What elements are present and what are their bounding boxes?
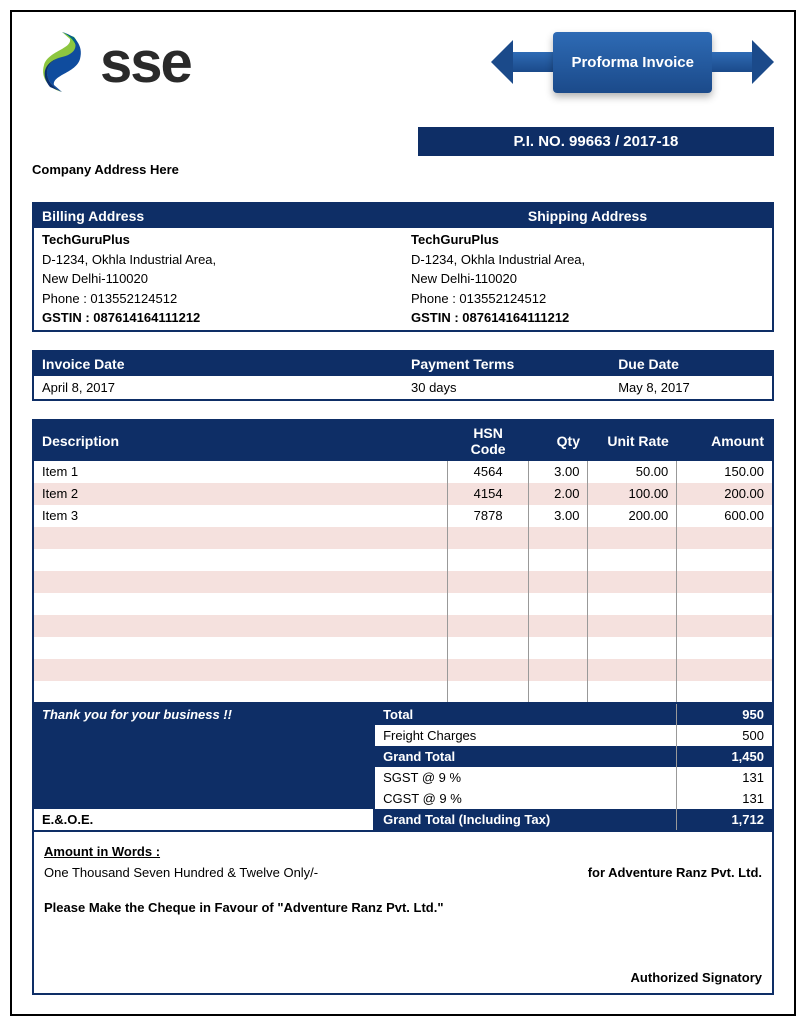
logo-swoosh-icon: [32, 27, 92, 97]
table-row-blank: [33, 637, 773, 659]
table-row-blank: [33, 549, 773, 571]
banner-title: Proforma Invoice: [553, 32, 712, 93]
freight-label: Freight Charges: [374, 725, 677, 746]
item-description: Item 3: [33, 505, 447, 527]
freight-value: 500: [677, 725, 773, 746]
banner-arrow-left-icon: [491, 40, 513, 84]
shipping-line1: D-1234, Okhla Industrial Area,: [411, 250, 764, 270]
amount-in-words-label: Amount in Words :: [44, 844, 762, 859]
table-row-blank: [33, 571, 773, 593]
eoe: E.&.O.E.: [33, 809, 374, 831]
grand-value: 1,450: [677, 746, 773, 767]
table-row-blank: [33, 615, 773, 637]
table-row: Item 378783.00200.00600.00: [33, 505, 773, 527]
table-row-blank: [33, 527, 773, 549]
item-hsn: 4564: [447, 461, 528, 483]
banner: Proforma Invoice: [491, 32, 774, 93]
amount-in-words: One Thousand Seven Hundred & Twelve Only…: [44, 865, 318, 880]
shipping-line2: New Delhi-110020: [411, 269, 764, 289]
table-row-blank: [33, 593, 773, 615]
item-amount: 600.00: [677, 505, 773, 527]
table-row-blank: [33, 681, 773, 703]
billing-name: TechGuruPlus: [42, 230, 395, 250]
item-qty: 3.00: [529, 461, 588, 483]
table-row: Item 241542.00100.00200.00: [33, 483, 773, 505]
banner-bar-right: [712, 52, 752, 72]
logo: sse: [32, 27, 191, 97]
header: sse Proforma Invoice: [32, 27, 774, 97]
total-label: Total: [374, 704, 677, 725]
item-description: Item 2: [33, 483, 447, 505]
col-qty: Qty: [529, 420, 588, 461]
banner-bar-left: [513, 52, 553, 72]
payment-terms-header: Payment Terms: [403, 351, 610, 376]
table-row-blank: [33, 659, 773, 681]
due-date-header: Due Date: [610, 351, 773, 376]
pi-number-bar: P.I. NO. 99663 / 2017-18: [418, 127, 774, 156]
grand-tax-value: 1,712: [677, 809, 773, 831]
item-hsn: 4154: [447, 483, 528, 505]
shipping-cell: TechGuruPlus D-1234, Okhla Industrial Ar…: [403, 228, 773, 331]
due-date: May 8, 2017: [610, 376, 773, 400]
item-rate: 100.00: [588, 483, 677, 505]
amount-in-words-row: One Thousand Seven Hundred & Twelve Only…: [44, 865, 762, 880]
logo-text: sse: [100, 29, 191, 96]
cheque-instruction: Please Make the Cheque in Favour of "Adv…: [44, 900, 762, 915]
billing-gstin: GSTIN : 087614164111212: [42, 308, 395, 328]
footer-box: Amount in Words : One Thousand Seven Hun…: [32, 832, 774, 995]
col-description: Description: [33, 420, 447, 461]
col-hsn: HSN Code: [447, 420, 528, 461]
shipping-phone: Phone : 013552124512: [411, 289, 764, 309]
authorized-signatory: Authorized Signatory: [44, 970, 762, 985]
table-row: Item 145643.0050.00150.00: [33, 461, 773, 483]
item-hsn: 7878: [447, 505, 528, 527]
invoice-date-header: Invoice Date: [33, 351, 403, 376]
company-address: Company Address Here: [32, 162, 774, 177]
items-table: Description HSN Code Qty Unit Rate Amoun…: [32, 419, 774, 704]
banner-arrow-right-icon: [752, 40, 774, 84]
col-amount: Amount: [677, 420, 773, 461]
item-description: Item 1: [33, 461, 447, 483]
billing-phone: Phone : 013552124512: [42, 289, 395, 309]
item-qty: 2.00: [529, 483, 588, 505]
shipping-gstin: GSTIN : 087614164111212: [411, 308, 764, 328]
col-rate: Unit Rate: [588, 420, 677, 461]
cgst-label: CGST @ 9 %: [374, 788, 677, 809]
sgst-value: 131: [677, 767, 773, 788]
grand-tax-label: Grand Total (Including Tax): [374, 809, 677, 831]
invoice-page: sse Proforma Invoice P.I. NO. 99663 / 20…: [10, 10, 796, 1016]
billing-line1: D-1234, Okhla Industrial Area,: [42, 250, 395, 270]
item-rate: 50.00: [588, 461, 677, 483]
payment-terms: 30 days: [403, 376, 610, 400]
total-value: 950: [677, 704, 773, 725]
billing-cell: TechGuruPlus D-1234, Okhla Industrial Ar…: [33, 228, 403, 331]
cgst-value: 131: [677, 788, 773, 809]
shipping-header: Shipping Address: [403, 203, 773, 228]
for-company: for Adventure Ranz Pvt. Ltd.: [588, 865, 762, 880]
billing-header: Billing Address: [33, 203, 403, 228]
sgst-label: SGST @ 9 %: [374, 767, 677, 788]
item-rate: 200.00: [588, 505, 677, 527]
grand-label: Grand Total: [374, 746, 677, 767]
invoice-meta-table: Invoice Date Payment Terms Due Date Apri…: [32, 350, 774, 401]
summary-table: Thank you for your business !! Total 950…: [32, 704, 774, 832]
address-table: Billing Address Shipping Address TechGur…: [32, 202, 774, 332]
invoice-date: April 8, 2017: [33, 376, 403, 400]
item-qty: 3.00: [529, 505, 588, 527]
shipping-name: TechGuruPlus: [411, 230, 764, 250]
item-amount: 200.00: [677, 483, 773, 505]
thank-you: Thank you for your business !!: [33, 704, 374, 809]
billing-line2: New Delhi-110020: [42, 269, 395, 289]
item-amount: 150.00: [677, 461, 773, 483]
